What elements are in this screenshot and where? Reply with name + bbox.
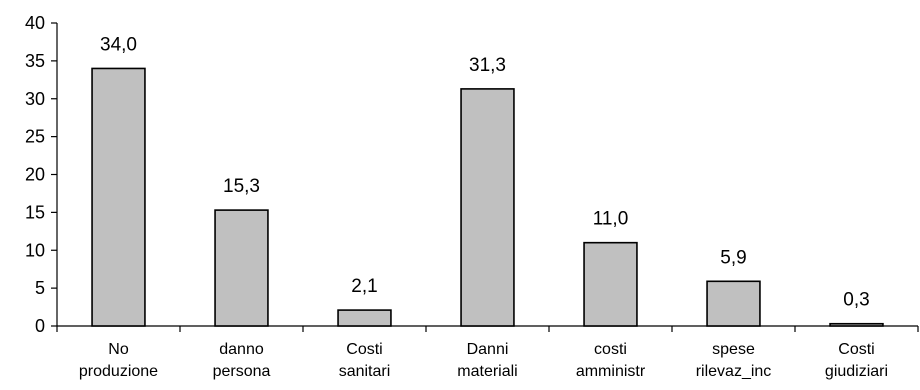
category-label: giudiziari [825,363,888,380]
y-tick-label: 20 [25,165,45,185]
y-tick-label: 25 [25,127,45,147]
bar [583,241,638,327]
y-tick-label: 40 [25,13,45,33]
category-label: amministr [576,363,646,380]
axes: 0 5 10 15 20 25 30 35 40 [25,13,919,336]
data-label: 31,3 [469,55,506,76]
data-label: 11,0 [593,209,629,230]
category-label: Danni [467,341,509,358]
y-tick-label: 35 [25,51,45,71]
data-label: 15,3 [223,176,260,197]
y-tick-label: 15 [25,202,45,222]
bar [706,280,761,327]
category-label: costi [594,341,627,358]
data-label: 5,9 [720,247,746,268]
y-tick-label: 0 [35,316,45,336]
category-label: No [108,341,129,358]
category-label: Costi [838,341,874,358]
y-tick-label: 10 [25,240,45,260]
data-label: 34,0 [100,34,137,55]
category-label: persona [213,363,271,380]
category-label: materiali [457,363,517,380]
category-label: spese [712,341,755,358]
category-label: rilevaz_inc [696,363,772,380]
data-label: 2,1 [351,276,377,297]
bars [91,67,884,327]
category-label: Costi [346,341,382,358]
category-label: danno [219,341,264,358]
data-label: 0,3 [843,290,869,311]
bar [829,322,884,327]
category-label: produzione [79,363,158,380]
labels: 34,0 No produzione 15,3 danno persona 2,1 Costi… [79,34,888,380]
y-tick-label: 5 [35,278,45,298]
bar [214,209,269,327]
y-tick-label: 30 [25,89,45,109]
bar [460,88,515,327]
bar [91,67,146,327]
bar [337,309,392,327]
category-label: sanitari [339,363,391,380]
